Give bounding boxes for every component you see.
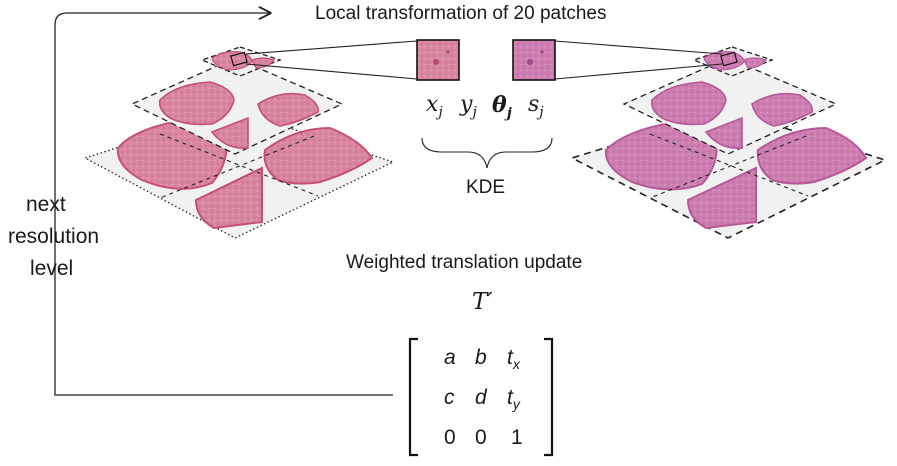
left-tissue-5 — [257, 92, 320, 127]
left-image-pyramid — [83, 46, 395, 239]
left-pyramid-level-2 — [130, 57, 344, 155]
right-pyramid-level-2 — [622, 57, 838, 155]
right-tissue-1 — [604, 120, 718, 191]
loop-label-line-2: resolution — [8, 225, 100, 248]
loop-label-line-1: next — [26, 193, 66, 216]
update-label: Weighted translation update — [346, 252, 583, 273]
matrix-ty: ty — [507, 386, 520, 413]
right-tissue-6 — [704, 116, 743, 149]
matrix-a: a — [444, 346, 456, 369]
param-s: sj — [528, 92, 544, 121]
right-tissue-2 — [756, 126, 868, 185]
right-selected-patch-marker — [720, 51, 738, 67]
matrix-brackets — [408, 337, 554, 457]
matrix-d: d — [475, 386, 487, 409]
zoom-connector-lines — [245, 40, 723, 80]
matrix-c: c — [444, 386, 455, 409]
left-tissue-6 — [210, 116, 249, 149]
left-tissue-4 — [158, 81, 235, 126]
matrix-r3-c3: 1 — [511, 426, 523, 449]
transform-symbol: T′ — [472, 289, 493, 315]
feedback-loop-arrow — [54, 13, 393, 396]
diagram-title: Local transformation of 20 patches — [315, 3, 607, 24]
matrix-tx: tx — [507, 346, 520, 373]
right-tissue-5 — [751, 92, 814, 127]
param-x: xj — [426, 92, 443, 121]
right-tissue-top — [703, 51, 745, 71]
kde-label: KDE — [466, 177, 506, 198]
right-tissue-4 — [650, 81, 727, 126]
matrix-r3-c2: 0 — [475, 426, 487, 449]
right-image-pyramid — [569, 46, 888, 239]
parameter-brace — [421, 137, 553, 169]
left-tissue-3 — [194, 166, 263, 230]
left-tissue-2 — [263, 126, 374, 185]
right-tissue-3 — [686, 166, 757, 230]
left-selected-patch-marker — [230, 51, 248, 67]
param-y: yj — [460, 92, 477, 121]
right-pyramid-divider-b — [649, 135, 807, 199]
right-patch-thumbnail — [512, 39, 556, 81]
matrix-b: b — [475, 346, 487, 369]
matrix-r3-c1: 0 — [444, 426, 456, 449]
right-tissue-top-2 — [743, 57, 767, 69]
left-patch-thumbnail — [416, 39, 460, 81]
param-theta: θj — [492, 92, 512, 122]
loop-label-line-3: level — [30, 257, 74, 280]
left-pyramid-divider-b — [159, 135, 315, 199]
